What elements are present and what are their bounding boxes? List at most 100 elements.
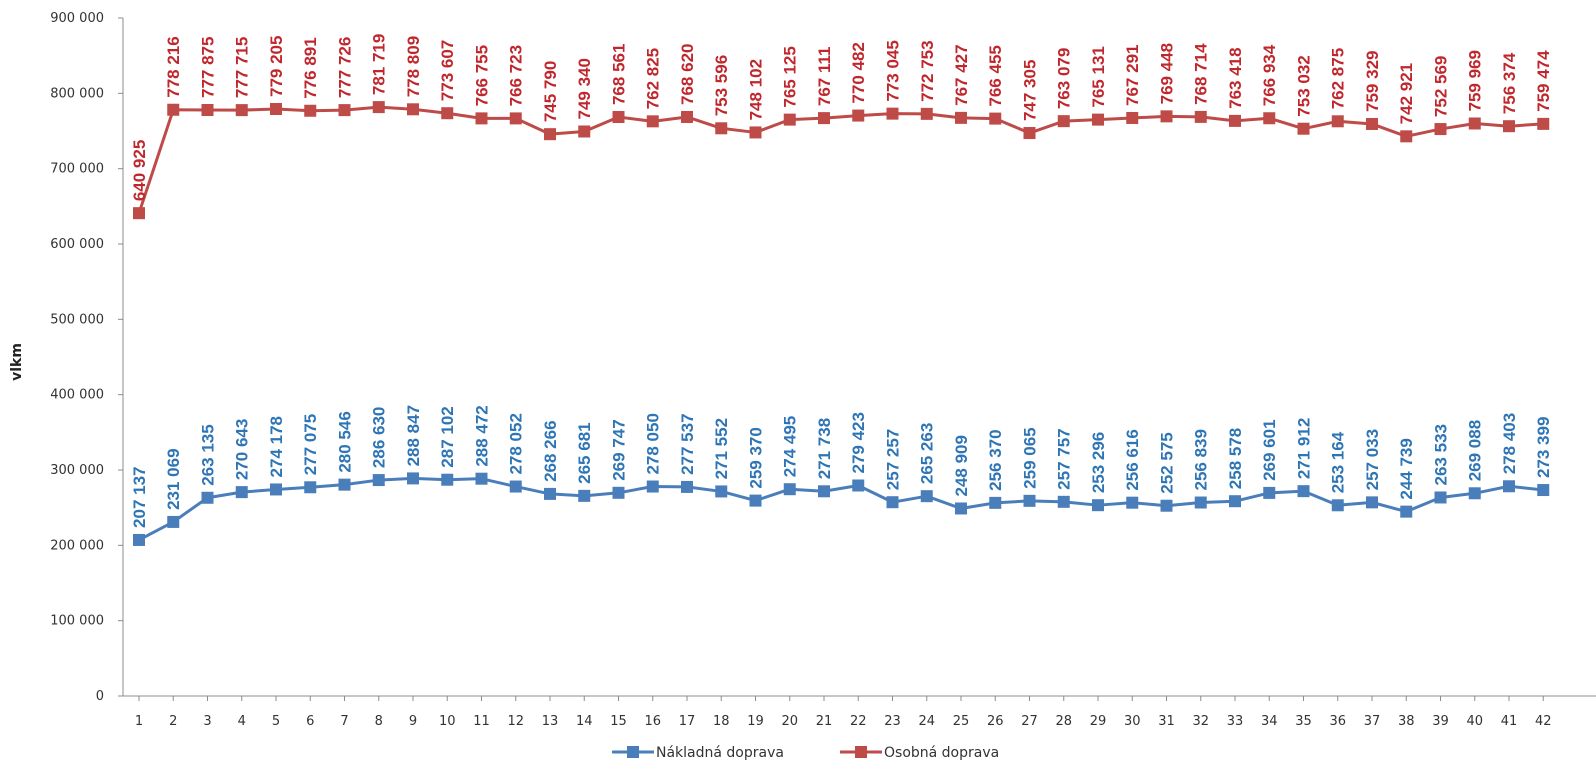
y-tick-label: 300 000 — [50, 463, 104, 478]
data-point — [578, 489, 591, 502]
data-label: 773 607 — [438, 40, 457, 101]
data-label: 767 111 — [815, 47, 834, 107]
data-label: 278 050 — [644, 413, 663, 474]
data-label: 265 681 — [575, 422, 594, 483]
data-label: 747 305 — [1021, 60, 1040, 121]
x-tick-label: 40 — [1466, 714, 1483, 729]
data-point — [886, 107, 899, 120]
data-point — [1468, 117, 1481, 130]
data-point — [270, 102, 282, 115]
data-point — [372, 101, 385, 114]
data-point — [715, 485, 728, 498]
data-label: 263 533 — [1432, 424, 1451, 485]
data-point — [1366, 117, 1378, 130]
data-label: 256 616 — [1123, 429, 1142, 490]
data-point — [235, 486, 248, 499]
x-tick-label: 33 — [1227, 714, 1244, 729]
y-tick-label: 100 000 — [50, 614, 104, 629]
data-point — [818, 485, 830, 498]
data-point — [1160, 110, 1173, 123]
data-label: 253 164 — [1329, 431, 1348, 493]
data-point — [1229, 114, 1241, 127]
data-point — [1297, 122, 1310, 135]
data-point — [749, 126, 762, 139]
data-label: 777 726 — [336, 37, 355, 98]
x-tick-label: 34 — [1261, 714, 1278, 729]
data-label: 759 474 — [1534, 50, 1553, 112]
data-point — [509, 480, 522, 493]
x-tick-label: 2 — [169, 714, 177, 729]
data-label: 752 569 — [1432, 56, 1451, 117]
data-point — [1434, 123, 1447, 136]
series-1: 207 137 231 069 263 135 270 643 274 178 277 0… — [130, 405, 1553, 546]
data-point — [681, 110, 693, 123]
data-point — [1263, 486, 1276, 499]
x-tick-label: 9 — [409, 714, 417, 729]
data-point — [783, 113, 796, 126]
x-tick-label: 29 — [1090, 714, 1107, 729]
data-point — [1057, 115, 1070, 128]
data-point — [920, 490, 933, 503]
data-point — [1092, 113, 1104, 126]
data-point — [955, 111, 967, 124]
data-label: 271 912 — [1295, 418, 1314, 479]
data-point — [578, 125, 591, 138]
data-point — [1503, 480, 1515, 493]
data-point — [1331, 115, 1344, 128]
data-label: 767 427 — [952, 44, 971, 105]
data-point — [441, 107, 454, 120]
data-point — [1092, 499, 1104, 512]
x-tick-label: 22 — [850, 714, 867, 729]
data-point — [989, 112, 1002, 125]
data-label: 288 847 — [404, 405, 423, 466]
data-point — [1331, 499, 1344, 512]
data-label: 259 065 — [1021, 427, 1040, 488]
x-tick-label: 21 — [816, 714, 833, 729]
data-point — [1400, 130, 1413, 143]
x-tick-label: 30 — [1124, 714, 1141, 729]
data-label: 762 825 — [644, 48, 663, 109]
x-tick-label: 37 — [1364, 714, 1381, 729]
data-point — [715, 122, 728, 135]
data-point — [338, 104, 351, 117]
data-label: 271 738 — [815, 418, 834, 479]
data-label: 781 719 — [370, 34, 389, 95]
data-label: 273 399 — [1534, 417, 1553, 478]
x-tick-label: 26 — [987, 714, 1004, 729]
data-label: 277 537 — [678, 413, 697, 474]
data-label: 256 370 — [986, 429, 1005, 490]
data-point — [920, 107, 933, 120]
data-label: 257 757 — [1055, 428, 1074, 489]
data-point — [1194, 110, 1207, 123]
data-point — [955, 502, 967, 515]
data-label: 287 102 — [438, 406, 457, 467]
x-tick-label: 32 — [1192, 714, 1209, 729]
data-point — [1468, 487, 1481, 500]
x-tick-label: 4 — [238, 714, 246, 729]
data-point — [407, 472, 419, 485]
x-tick-label: 3 — [203, 714, 211, 729]
data-label: 271 552 — [712, 418, 731, 479]
legend-label: Osobná doprava — [884, 745, 999, 761]
data-label: 766 934 — [1260, 44, 1279, 106]
x-tick-label: 31 — [1158, 714, 1175, 729]
data-label: 265 263 — [918, 423, 937, 484]
data-label: 269 601 — [1260, 419, 1279, 480]
data-point — [749, 494, 762, 507]
y-tick-label: 200 000 — [50, 538, 104, 553]
data-label: 270 643 — [233, 419, 252, 480]
data-point — [1297, 485, 1310, 498]
data-point — [1194, 496, 1207, 509]
y-axis-label: vlkm — [9, 343, 25, 381]
data-point — [1023, 127, 1036, 140]
x-tick-label: 15 — [610, 714, 627, 729]
data-label: 231 069 — [164, 448, 183, 509]
data-label: 778 216 — [164, 36, 183, 97]
data-label: 756 374 — [1500, 52, 1519, 114]
data-point — [646, 115, 659, 128]
data-point — [1126, 496, 1139, 509]
data-label: 778 809 — [404, 36, 423, 97]
x-tick-label: 39 — [1432, 714, 1449, 729]
data-label: 773 045 — [884, 40, 903, 101]
